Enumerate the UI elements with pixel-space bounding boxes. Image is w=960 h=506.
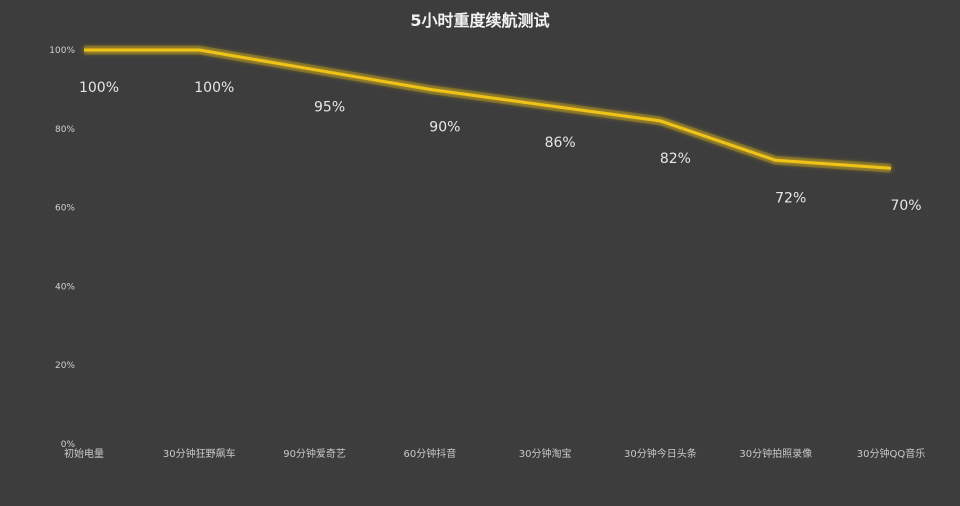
data-label: 100% [194, 80, 234, 96]
x-tick-label: 30分钟拍照录像 [739, 447, 812, 460]
y-tick-label: 80% [55, 125, 75, 135]
x-tick-label: 初始电量 [64, 447, 104, 460]
x-tick-label: 30分钟QQ音乐 [857, 447, 925, 460]
y-tick-label: 20% [55, 361, 75, 371]
x-tick-label: 90分钟爱奇艺 [283, 447, 346, 460]
x-axis: 初始电量 30分钟狂野飙车 90分钟爱奇艺 60分钟抖音 30分钟淘宝 30分钟今日头条 3… [64, 447, 925, 460]
data-label: 100% [79, 80, 119, 96]
x-tick-label: 60分钟抖音 [403, 447, 456, 460]
y-tick-label: 0% [61, 440, 76, 450]
data-label: 86% [545, 135, 576, 151]
x-tick-label: 30分钟淘宝 [519, 447, 572, 460]
data-labels: 100% 100% 95% 90% 86% 82% 72% 70% [79, 80, 922, 214]
data-label: 70% [890, 198, 921, 214]
x-tick-label: 30分钟今日头条 [624, 447, 697, 460]
y-axis: 0% 20% 40% 60% 80% 100% [49, 46, 75, 450]
data-label: 82% [660, 151, 691, 167]
x-tick-label: 30分钟狂野飙车 [163, 447, 236, 460]
data-label: 90% [429, 119, 460, 135]
y-tick-label: 60% [55, 204, 75, 214]
series-line-glow [84, 45, 892, 173]
data-label: 95% [314, 100, 345, 116]
data-label: 72% [775, 190, 806, 206]
chart-title: 5小时重度续航测试 [410, 11, 549, 30]
y-tick-label: 40% [55, 282, 75, 292]
series-line [84, 48, 892, 170]
y-tick-label: 100% [49, 46, 75, 56]
